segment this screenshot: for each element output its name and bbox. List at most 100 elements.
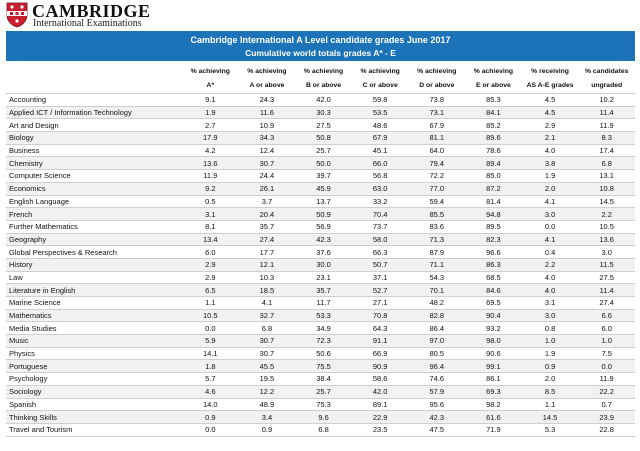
value-cell: 32.7 bbox=[238, 308, 296, 322]
value-cell: 13.4 bbox=[182, 232, 239, 246]
column-header-line1: % achieving bbox=[190, 68, 230, 75]
table-row: Biology 17.9 34.3 50.8 67.9 81.1 89.6 2.1 8.3 bbox=[6, 131, 635, 145]
value-cell: 0.4 bbox=[521, 245, 579, 259]
table-row: Travel and Tourism 0.0 0.9 6.8 23.5 47.5 71.9 5… bbox=[6, 422, 635, 437]
value-cell: 53.3 bbox=[295, 308, 352, 322]
value-cell: 12.2 bbox=[238, 384, 296, 398]
value-cell: 3.1 bbox=[521, 296, 579, 310]
value-cell: 57.9 bbox=[408, 384, 466, 398]
value-cell: 25.7 bbox=[295, 143, 352, 157]
value-cell: 67.9 bbox=[408, 118, 466, 132]
value-cell: 42.3 bbox=[295, 232, 352, 246]
value-cell: 71.3 bbox=[408, 232, 466, 246]
subject-cell: Portuguese bbox=[6, 359, 182, 373]
value-cell: 79.4 bbox=[408, 156, 466, 170]
value-cell: 13.1 bbox=[578, 169, 635, 183]
value-cell: 14.5 bbox=[578, 194, 635, 208]
table-row: Marine Science 1.1 4.1 11.7 27.1 48.2 69.5 3.1 2… bbox=[6, 296, 635, 310]
value-cell: 2.2 bbox=[521, 257, 579, 272]
value-cell: 8.3 bbox=[578, 131, 635, 145]
value-cell: 6.8 bbox=[295, 422, 352, 437]
value-cell: 22.2 bbox=[578, 384, 635, 398]
table-row: History 2.9 12.1 30.0 50.7 71.1 86.3 2.2 11.5 bbox=[6, 257, 635, 272]
subject-cell: Geography bbox=[6, 232, 182, 246]
value-cell: 4.0 bbox=[521, 283, 579, 297]
value-cell: 42.0 bbox=[351, 384, 409, 398]
column-header-line2: A* bbox=[206, 82, 215, 89]
value-cell: 64.3 bbox=[351, 321, 409, 335]
value-cell: 99.1 bbox=[465, 359, 522, 373]
table-row: Physics 14.1 30.7 50.6 66.9 80.5 90.6 1.9 7.5 bbox=[6, 346, 635, 360]
value-cell: 73.1 bbox=[408, 105, 466, 119]
subject-cell: Spanish bbox=[6, 397, 182, 411]
subject-cell: Chemistry bbox=[6, 156, 182, 170]
value-cell: 1.9 bbox=[521, 169, 579, 183]
value-cell: 86.4 bbox=[408, 321, 466, 335]
value-cell: 22.9 bbox=[351, 410, 409, 424]
value-cell: 2.9 bbox=[182, 257, 239, 272]
value-cell: 48.2 bbox=[408, 296, 466, 310]
table-row: Applied ICT / Information Technology 1.9 1… bbox=[6, 105, 635, 119]
value-cell: 45.5 bbox=[238, 359, 296, 373]
value-cell: 0.9 bbox=[521, 359, 579, 373]
value-cell: 4.1 bbox=[238, 296, 296, 310]
value-cell: 11.7 bbox=[295, 296, 352, 310]
value-cell: 89.6 bbox=[465, 131, 522, 145]
column-header-line2: E or above bbox=[476, 82, 511, 89]
value-cell: 6.8 bbox=[578, 156, 635, 170]
subject-column-header-blank bbox=[6, 80, 182, 94]
value-cell: 0.0 bbox=[182, 422, 239, 437]
value-cell: 82.8 bbox=[408, 308, 466, 322]
value-cell: 0.0 bbox=[182, 321, 239, 335]
value-cell: 10.5 bbox=[182, 308, 239, 322]
value-cell: 37.6 bbox=[295, 245, 352, 259]
subject-cell: Applied ICT / Information Technology bbox=[6, 105, 182, 119]
value-cell: 96.4 bbox=[408, 359, 466, 373]
value-cell: 80.5 bbox=[408, 346, 466, 360]
column-header-line1: % candidates bbox=[584, 68, 629, 75]
value-cell: 18.5 bbox=[238, 283, 296, 297]
value-cell: 3.8 bbox=[521, 156, 579, 170]
value-cell: 50.0 bbox=[295, 156, 352, 170]
value-cell: 42.0 bbox=[295, 93, 352, 107]
value-cell: 82.3 bbox=[465, 232, 522, 246]
value-cell: 1.1 bbox=[521, 397, 579, 411]
table-row: Portuguese 1.8 45.5 75.5 90.9 96.4 99.1 0.9 0.0 bbox=[6, 359, 635, 373]
value-cell: 86.1 bbox=[465, 372, 522, 386]
page-header: CAMBRIDGE International Examinations bbox=[0, 0, 640, 30]
value-cell: 85.0 bbox=[465, 169, 522, 183]
brand-name: CAMBRIDGE bbox=[32, 1, 151, 21]
column-header-line1: % achieving bbox=[247, 68, 287, 75]
value-cell: 20.4 bbox=[238, 207, 296, 221]
value-cell: 59.4 bbox=[408, 194, 466, 208]
value-cell: 87.9 bbox=[408, 245, 466, 259]
value-cell: 89.5 bbox=[465, 219, 522, 234]
column-header-line2: C or above bbox=[362, 82, 398, 89]
value-cell: 83.6 bbox=[408, 219, 466, 234]
subject-cell: Accounting bbox=[6, 93, 182, 107]
value-cell: 23.5 bbox=[351, 422, 409, 437]
value-cell: 6.6 bbox=[578, 308, 635, 322]
value-cell: 3.1 bbox=[182, 207, 239, 221]
value-cell: 7.5 bbox=[578, 346, 635, 360]
subject-cell: Economics bbox=[6, 181, 182, 195]
value-cell: 69.5 bbox=[465, 296, 522, 310]
value-cell: 30.0 bbox=[295, 257, 352, 272]
table-header: % achieving % achieving % achieving % achie… bbox=[6, 64, 635, 94]
value-cell: 2.9 bbox=[182, 270, 239, 284]
value-cell: 50.8 bbox=[295, 131, 352, 145]
value-cell: 68.5 bbox=[465, 270, 522, 284]
subject-cell: Global Perspectives & Research bbox=[6, 245, 182, 259]
value-cell: 95.6 bbox=[408, 397, 466, 411]
column-header-line1: % receiving bbox=[531, 68, 569, 75]
subject-column-header bbox=[6, 64, 182, 80]
value-cell: 90.4 bbox=[465, 308, 522, 322]
column-header-line1: % achieving bbox=[360, 68, 400, 75]
banner-subtitle: Cumulative world totals grades A* - E bbox=[245, 48, 396, 58]
value-cell: 11.5 bbox=[578, 257, 635, 272]
value-cell: 85.2 bbox=[465, 118, 522, 132]
value-cell: 45.9 bbox=[295, 181, 352, 195]
value-cell: 0.8 bbox=[521, 321, 579, 335]
value-cell: 78.6 bbox=[465, 143, 522, 157]
value-cell: 71.9 bbox=[465, 422, 522, 437]
